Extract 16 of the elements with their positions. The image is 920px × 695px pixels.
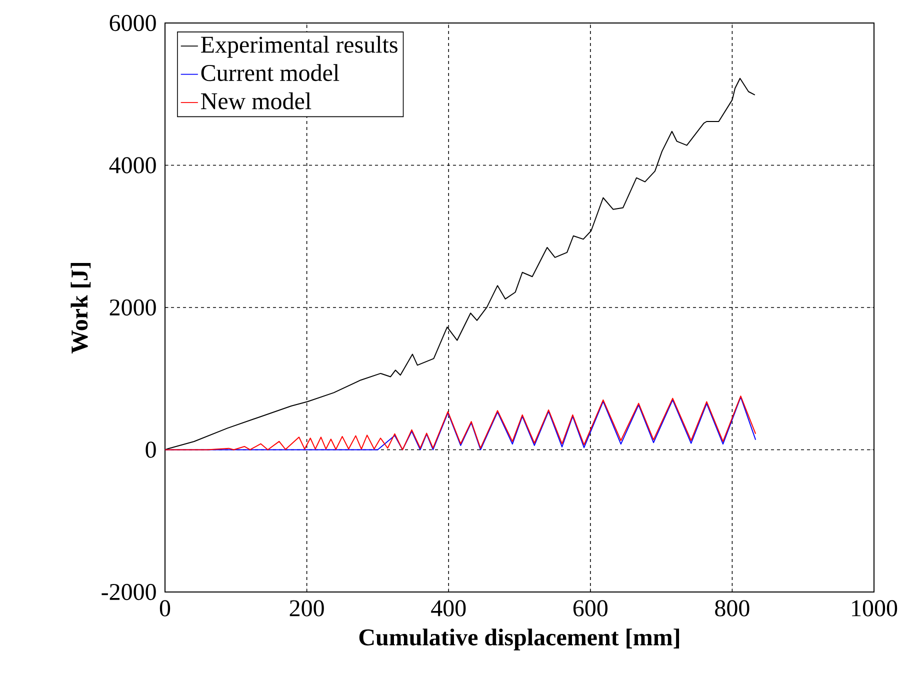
y-axis-title: Work [J] [70,262,91,354]
x-axis-title: Cumulative displacement [mm] [359,628,680,650]
y-tick-label: 0 [146,442,156,458]
y-tick-label: 2000 [110,299,156,316]
x-tick-label: 200 [290,600,324,616]
x-tick-label: 0 [160,600,170,616]
y-tick-label: 6000 [110,14,156,32]
x-tick-label: 600 [573,600,608,616]
legend-label: Experimental results [201,36,398,58]
legend-label: Current model [201,64,340,82]
x-tick-label: 400 [431,600,466,616]
y-tick-label: -2000 [102,584,156,600]
y-tick-label: 4000 [109,157,156,174]
legend-label: New model [201,92,312,110]
x-tick-label: 800 [715,600,750,616]
x-tick-label: 1000 [852,600,898,616]
